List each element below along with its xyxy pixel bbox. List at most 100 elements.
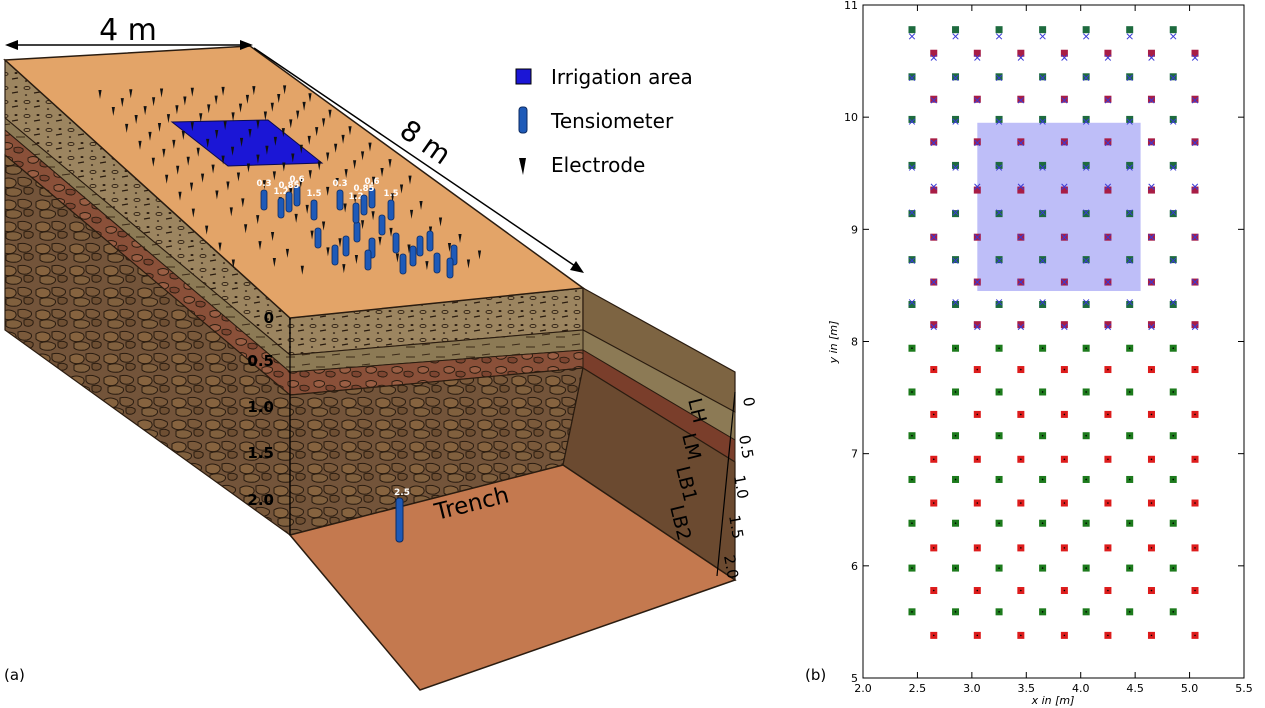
scatter-point-square	[1039, 300, 1047, 308]
scatter-point-dot	[1041, 434, 1044, 437]
electrode	[172, 139, 176, 149]
scatter-point-square	[1104, 49, 1112, 57]
electrode	[308, 170, 312, 180]
scatter-point-dot	[976, 547, 979, 549]
scatter-point-x	[908, 257, 916, 264]
scatter-point-square	[1169, 300, 1177, 308]
electrode	[299, 179, 303, 189]
y-tick-label: 6	[851, 560, 858, 573]
electrode	[344, 169, 348, 179]
scatter-point-x	[1083, 118, 1090, 125]
scatter-point-square	[995, 256, 1003, 264]
scatter-point-dot	[976, 502, 979, 504]
scatter-point-dot	[932, 589, 935, 592]
x-tick-label: 5.0	[1181, 682, 1199, 695]
scatter-point-square	[1082, 161, 1090, 169]
scatter-point-x	[908, 164, 916, 171]
scatter-point-square	[1169, 73, 1177, 81]
scatter-point-dot	[932, 458, 935, 461]
scatter-point-square	[1126, 300, 1134, 308]
scatter-point-dot	[1020, 547, 1022, 549]
electrode	[206, 138, 210, 148]
tensiometer-depth-label: 0.6	[289, 175, 304, 185]
scatter-point-x	[1017, 54, 1024, 61]
scatter-point-x	[1170, 118, 1177, 125]
scatter-point-x	[1017, 234, 1024, 241]
scatter-point-x	[1039, 299, 1046, 306]
scatter-point-square	[952, 300, 960, 308]
scatter-point-dot	[1128, 434, 1131, 437]
electrode	[218, 242, 222, 252]
scatter-point-dot	[1128, 347, 1131, 350]
electrode	[389, 227, 393, 237]
scatter-point-dot	[976, 589, 979, 592]
scatter-point-square	[952, 73, 960, 81]
electrode	[241, 198, 245, 208]
scatter-point-x	[974, 54, 981, 61]
scatter-point-x	[930, 234, 937, 241]
electrode	[334, 143, 338, 153]
scatter-point-dot	[1150, 634, 1153, 637]
scatter-point-x	[952, 164, 959, 171]
scatter-point-dot	[932, 634, 935, 637]
electrode	[162, 148, 166, 158]
electrode	[263, 111, 267, 121]
scatter-point-dot	[1041, 567, 1044, 569]
legend-irrigation-label: Irrigation area	[551, 65, 693, 89]
scatter-point-x	[1104, 183, 1112, 190]
scatter-point-x	[1017, 323, 1024, 331]
scatter-point-x	[1039, 74, 1046, 82]
scatter-point-dot	[1085, 347, 1087, 350]
scatter-point-x	[995, 257, 1003, 264]
electrode	[111, 106, 115, 116]
tensiometer	[364, 249, 372, 271]
scatter-point-x	[1061, 54, 1068, 61]
scatter-point-x	[1126, 74, 1133, 82]
scatter-point-square	[1191, 49, 1199, 57]
scatter-point-dot	[911, 478, 913, 481]
scatter-point-dot	[1041, 478, 1044, 481]
scatter-point-square	[1082, 210, 1090, 218]
electrode	[408, 175, 412, 185]
electrode	[215, 190, 219, 200]
electrode	[221, 155, 225, 165]
tensiometer-depth-label: 0.85	[279, 181, 300, 191]
scatter-point-dot	[976, 634, 979, 637]
scatter-point-square	[1191, 186, 1199, 194]
scatter-point-dot	[911, 347, 913, 350]
electrode	[477, 250, 482, 260]
scatter-point-dot	[1172, 567, 1175, 569]
electrode	[328, 109, 332, 119]
scatter-point-square	[995, 73, 1003, 81]
electrode	[178, 191, 182, 201]
tensiometer	[392, 232, 400, 254]
electrode-legend-icon	[519, 158, 526, 175]
electrode	[281, 128, 285, 138]
scatter-point-square	[930, 95, 938, 103]
scatter-point-square	[1082, 26, 1090, 34]
scatter-point-x	[1126, 209, 1133, 216]
scatter-point-square	[952, 26, 960, 34]
electrode	[285, 248, 290, 258]
tensiometer-depth-label: 0.6	[364, 177, 379, 187]
electrode	[221, 86, 225, 96]
scatter-point-x	[1017, 278, 1024, 286]
scatter-point-square	[1082, 115, 1090, 123]
scatter-point-dot	[1020, 368, 1022, 371]
scatter-point-x	[1148, 323, 1155, 331]
scatter-point-square	[1147, 186, 1155, 194]
tensiometer	[360, 194, 368, 216]
electrode	[248, 129, 252, 139]
electrode	[120, 98, 124, 108]
scatter-point-x	[1170, 74, 1177, 82]
electrode	[273, 136, 277, 146]
scatter-point-dot	[932, 368, 935, 371]
scatter-point-square	[1104, 138, 1112, 146]
scatter-point-dot	[1020, 458, 1022, 461]
tensiometer	[378, 214, 386, 236]
electrode	[296, 110, 300, 120]
scatter-point-dot	[1194, 458, 1196, 461]
side-depth-tick: 1.0	[730, 474, 752, 501]
scatter-point-dot	[1063, 589, 1066, 592]
scatter-point-x	[1061, 183, 1068, 190]
